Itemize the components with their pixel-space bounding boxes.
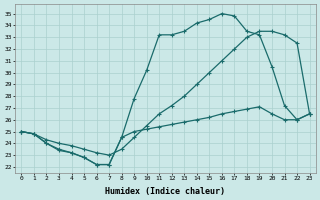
X-axis label: Humidex (Indice chaleur): Humidex (Indice chaleur) bbox=[106, 187, 226, 196]
